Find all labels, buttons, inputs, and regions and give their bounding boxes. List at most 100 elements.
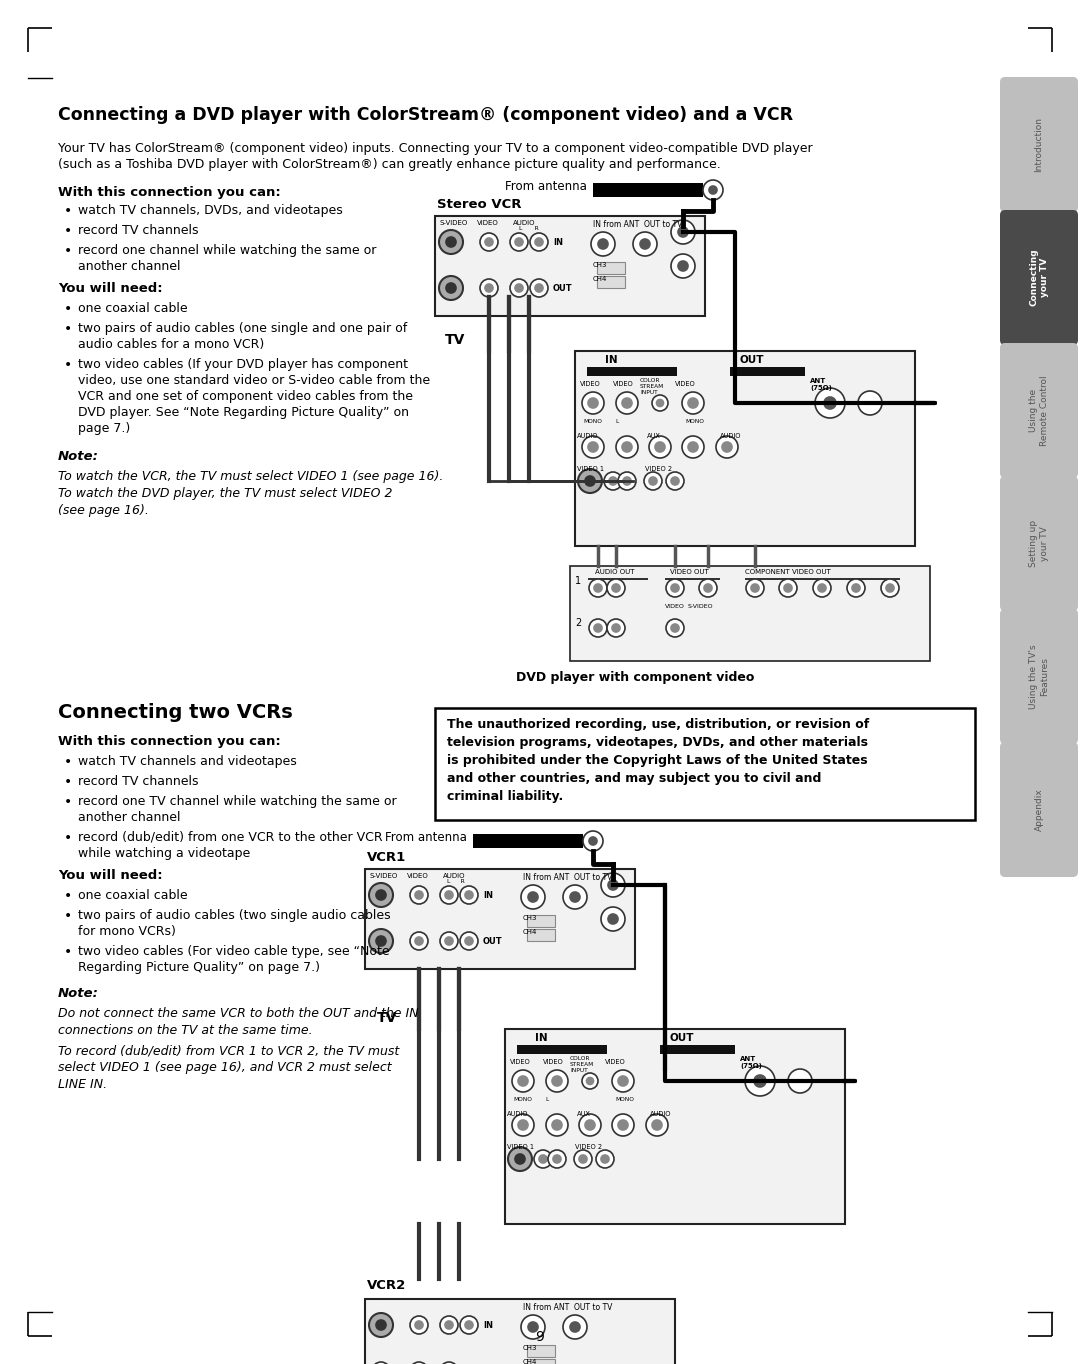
Circle shape [465, 937, 473, 945]
Text: another channel: another channel [78, 261, 180, 273]
Circle shape [570, 892, 580, 902]
Circle shape [579, 1155, 588, 1163]
Circle shape [703, 180, 723, 201]
Text: To watch the DVD player, the TV must select VIDEO 2: To watch the DVD player, the TV must sel… [58, 487, 392, 501]
Circle shape [652, 1120, 662, 1129]
Circle shape [681, 436, 704, 458]
Circle shape [688, 442, 698, 451]
Text: one coaxial cable: one coaxial cable [78, 301, 188, 315]
Circle shape [410, 887, 428, 904]
Circle shape [445, 891, 453, 899]
Circle shape [622, 442, 632, 451]
Text: for mono VCRs): for mono VCRs) [78, 925, 176, 938]
Text: Regarding Picture Quality” on page 7.): Regarding Picture Quality” on page 7.) [78, 962, 320, 974]
Circle shape [582, 391, 604, 415]
Text: CH4: CH4 [523, 929, 538, 934]
Text: IN: IN [605, 355, 618, 366]
FancyBboxPatch shape [1000, 608, 1078, 743]
Text: OUT: OUT [483, 937, 502, 947]
Circle shape [779, 578, 797, 597]
Circle shape [415, 891, 423, 899]
Text: You will need:: You will need: [58, 869, 163, 883]
Circle shape [612, 584, 620, 592]
Circle shape [372, 1363, 390, 1364]
Circle shape [369, 929, 393, 953]
Circle shape [852, 584, 860, 592]
Text: MONO: MONO [583, 419, 602, 424]
Bar [365, 1299, 675, 1364]
Text: record TV channels: record TV channels [78, 775, 199, 788]
Circle shape [609, 477, 617, 486]
Circle shape [410, 932, 428, 949]
Text: record TV channels: record TV channels [78, 224, 199, 237]
Circle shape [376, 889, 386, 900]
Text: VCR and one set of component video cables from the: VCR and one set of component video cable… [78, 390, 413, 402]
Circle shape [460, 887, 478, 904]
Text: two video cables (If your DVD player has component: two video cables (If your DVD player has… [78, 357, 408, 371]
Text: AUDIO: AUDIO [577, 432, 598, 439]
Bar [527, 1345, 555, 1357]
Circle shape [480, 280, 498, 297]
Text: •: • [64, 908, 72, 923]
Circle shape [588, 398, 598, 408]
Text: L     R: L R [443, 878, 464, 884]
Text: To record (dub/edit) from VCR 1 to VCR 2, the TV must: To record (dub/edit) from VCR 1 to VCR 2… [58, 1043, 400, 1057]
Circle shape [623, 477, 631, 486]
Circle shape [594, 584, 602, 592]
Text: while watching a videotape: while watching a videotape [78, 847, 251, 859]
Circle shape [446, 282, 456, 293]
Text: To watch the VCR, the TV must select VIDEO 1 (see page 16).: To watch the VCR, the TV must select VID… [58, 471, 444, 483]
Circle shape [510, 233, 528, 251]
Text: 2: 2 [575, 618, 581, 627]
Circle shape [548, 1150, 566, 1168]
Circle shape [671, 220, 696, 244]
Circle shape [723, 442, 732, 451]
Text: S-VIDEO: S-VIDEO [438, 220, 468, 226]
Bar [745, 578, 900, 580]
Bar [527, 929, 555, 941]
Text: VIDEO: VIDEO [477, 220, 499, 226]
Text: IN from ANT  OUT to TV: IN from ANT OUT to TV [523, 873, 612, 883]
Circle shape [446, 237, 456, 247]
Circle shape [583, 831, 603, 851]
Circle shape [510, 280, 528, 297]
Circle shape [678, 261, 688, 271]
Circle shape [640, 239, 650, 250]
Circle shape [589, 578, 607, 597]
Bar [570, 566, 930, 662]
Circle shape [596, 1150, 615, 1168]
Circle shape [376, 936, 386, 947]
FancyBboxPatch shape [1000, 342, 1078, 477]
Circle shape [649, 436, 671, 458]
Text: Introduction: Introduction [1035, 117, 1043, 172]
Text: CH3: CH3 [593, 262, 607, 267]
FancyBboxPatch shape [1000, 476, 1078, 611]
Circle shape [465, 891, 473, 899]
Circle shape [644, 472, 662, 490]
FancyBboxPatch shape [1000, 76, 1078, 211]
Circle shape [671, 477, 679, 486]
Text: watch TV channels and videotapes: watch TV channels and videotapes [78, 756, 297, 768]
Bar [505, 1028, 845, 1224]
Circle shape [633, 232, 657, 256]
Text: ANT
(75Ω): ANT (75Ω) [810, 378, 832, 391]
Text: two video cables (For video cable type, see “Note: two video cables (For video cable type, … [78, 945, 390, 958]
Text: IN from ANT  OUT to TV: IN from ANT OUT to TV [593, 220, 683, 229]
Circle shape [445, 1320, 453, 1329]
Circle shape [678, 226, 688, 237]
Circle shape [582, 1073, 598, 1088]
Text: AUX: AUX [647, 432, 661, 439]
Circle shape [460, 1316, 478, 1334]
Circle shape [573, 1150, 592, 1168]
Circle shape [591, 232, 615, 256]
Circle shape [376, 1320, 386, 1330]
Text: VIDEO: VIDEO [613, 381, 634, 387]
Circle shape [622, 398, 632, 408]
Bar [593, 183, 703, 196]
Text: L      R: L R [513, 226, 539, 231]
Circle shape [612, 1069, 634, 1093]
Text: From antenna: From antenna [505, 180, 586, 192]
Circle shape [465, 1320, 473, 1329]
Circle shape [607, 578, 625, 597]
Text: •: • [64, 756, 72, 769]
